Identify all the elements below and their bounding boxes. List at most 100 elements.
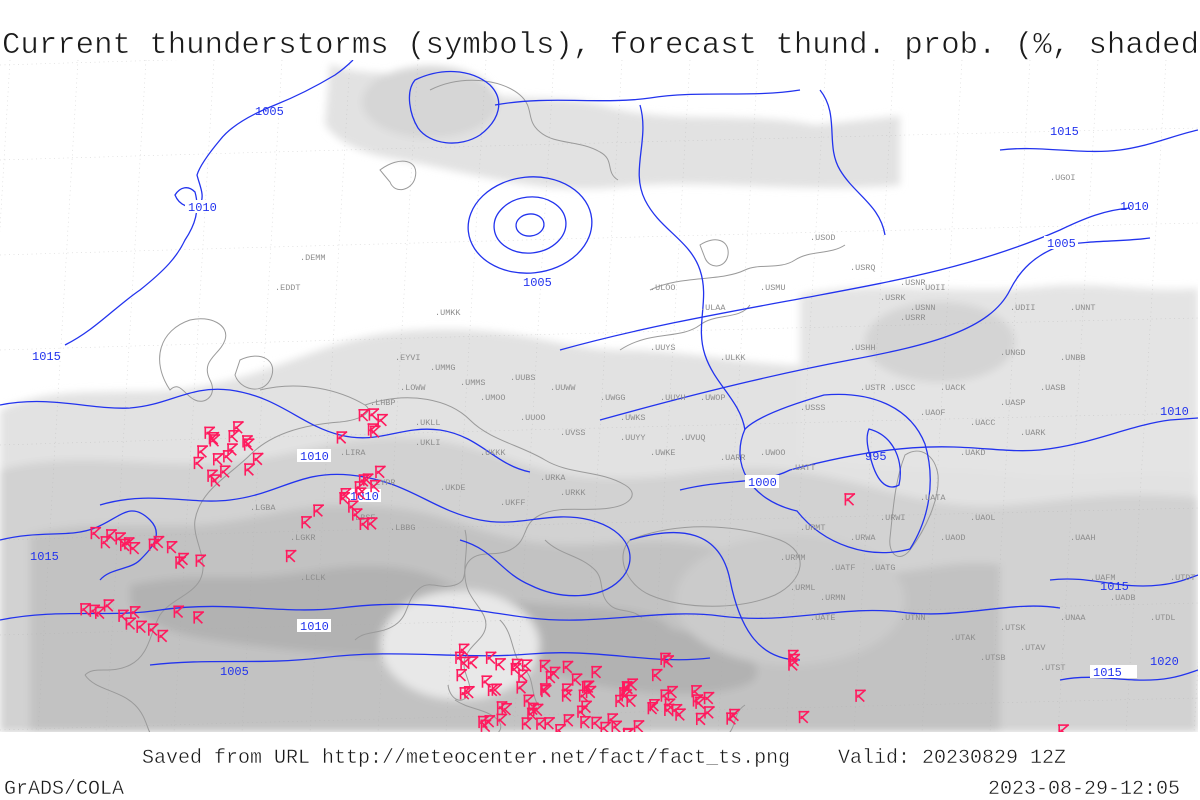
svg-text:.LHBP: .LHBP — [370, 398, 396, 408]
svg-text:.UARR: .UARR — [720, 453, 746, 463]
svg-text:.UATG: .UATG — [870, 563, 896, 573]
svg-text:.UUYH: .UUYH — [660, 393, 686, 403]
svg-text:.UKLL: .UKLL — [415, 418, 441, 428]
svg-text:.LGKR: .LGKR — [290, 533, 316, 543]
svg-text:.USOD: .USOD — [810, 233, 836, 243]
svg-text:.URMN: .URMN — [820, 593, 846, 603]
svg-text:.ULOO: .ULOO — [650, 283, 676, 293]
svg-text:.UATF: .UATF — [830, 563, 856, 573]
svg-text:1005: 1005 — [255, 105, 284, 119]
svg-text:.UAFM: .UAFM — [1090, 573, 1116, 583]
svg-text:.LBBG: .LBBG — [390, 523, 416, 533]
svg-text:.UTDT: .UTDT — [1170, 573, 1196, 583]
svg-text:.UGOI: .UGOI — [1050, 173, 1076, 183]
svg-text:.USRK: .USRK — [880, 293, 906, 303]
svg-text:1010: 1010 — [1160, 405, 1189, 419]
svg-text:.UUYY: .UUYY — [620, 433, 646, 443]
svg-text:.URML: .URML — [790, 583, 816, 593]
svg-text:.UWGG: .UWGG — [600, 393, 626, 403]
svg-text:.USMU: .USMU — [760, 283, 786, 293]
svg-text:.URKK: .URKK — [560, 488, 586, 498]
svg-text:.UNGD: .UNGD — [1000, 348, 1026, 358]
svg-text:.UAOD: .UAOD — [940, 533, 966, 543]
svg-text:.UAAH: .UAAH — [1070, 533, 1096, 543]
svg-text:.LOWW: .LOWW — [400, 383, 426, 393]
svg-text:.UASP: .UASP — [1000, 398, 1026, 408]
svg-text:.UMKK: .UMKK — [435, 308, 461, 318]
svg-text:1005: 1005 — [220, 665, 249, 679]
svg-text:1020: 1020 — [1150, 655, 1179, 669]
svg-text:.UKKK: .UKKK — [480, 448, 506, 458]
svg-text:1000: 1000 — [748, 476, 777, 490]
svg-text:1015: 1015 — [1093, 666, 1122, 680]
svg-text:.UTST: .UTST — [1040, 663, 1066, 673]
svg-text:.UAKD: .UAKD — [960, 448, 986, 458]
svg-text:.UACC: .UACC — [970, 418, 996, 428]
svg-text:.LIRA: .LIRA — [340, 448, 366, 458]
svg-text:.URMT: .URMT — [800, 523, 826, 533]
svg-text:.UADB: .UADB — [1110, 593, 1136, 603]
svg-text:.UKFF: .UKFF — [500, 498, 526, 508]
svg-text:.UDII: .UDII — [1010, 303, 1036, 313]
svg-text:.UTAV: .UTAV — [1020, 643, 1046, 653]
svg-text:.UVUQ: .UVUQ — [680, 433, 706, 443]
svg-text:.UACK: .UACK — [940, 383, 966, 393]
svg-text:.USSS: .USSS — [800, 403, 826, 413]
svg-text:995: 995 — [865, 450, 887, 464]
svg-text:.URWI: .URWI — [880, 513, 906, 523]
svg-text:1010: 1010 — [300, 450, 329, 464]
svg-text:.UASB: .UASB — [1040, 383, 1066, 393]
svg-text:.UKLI: .UKLI — [415, 438, 441, 448]
svg-text:.UATA: .UATA — [920, 493, 946, 503]
svg-text:.UWOO: .UWOO — [760, 448, 786, 458]
svg-text:.UTSK: .UTSK — [1000, 623, 1026, 633]
svg-text:.EYVI: .EYVI — [395, 353, 421, 363]
svg-text:.USCC: .USCC — [890, 383, 916, 393]
svg-text:1010: 1010 — [1120, 200, 1149, 214]
svg-text:.URKA: .URKA — [540, 473, 566, 483]
svg-text:.UATE: .UATE — [810, 613, 836, 623]
svg-text:.UARK: .UARK — [1020, 428, 1046, 438]
svg-text:.ULAA: .ULAA — [700, 303, 726, 313]
svg-text:1010: 1010 — [188, 201, 217, 215]
svg-text:.UWKE: .UWKE — [650, 448, 676, 458]
svg-text:.UOII: .UOII — [920, 283, 946, 293]
svg-text:.UNNT: .UNNT — [1070, 303, 1096, 313]
svg-text:.UTNN: .UTNN — [900, 613, 926, 623]
svg-text:.UMMS: .UMMS — [460, 378, 486, 388]
svg-text:.LCLK: .LCLK — [300, 573, 326, 583]
svg-text:.URMM: .URMM — [780, 553, 806, 563]
svg-text:.UUWW: .UUWW — [550, 383, 576, 393]
svg-text:.UATT: .UATT — [790, 463, 816, 473]
svg-text:.UNBB: .UNBB — [1060, 353, 1086, 363]
svg-text:.USNN: .USNN — [910, 303, 936, 313]
svg-text:.URWA: .URWA — [850, 533, 876, 543]
svg-text:1005: 1005 — [1047, 237, 1076, 251]
svg-text:1015: 1015 — [32, 350, 61, 364]
svg-text:.UUOO: .UUOO — [520, 413, 546, 423]
svg-text:.UTSB: .UTSB — [980, 653, 1006, 663]
svg-text:.UNAA: .UNAA — [1060, 613, 1086, 623]
svg-text:1005: 1005 — [523, 276, 552, 290]
svg-text:.EDDT: .EDDT — [275, 283, 301, 293]
svg-text:1015: 1015 — [1050, 125, 1079, 139]
svg-text:.UTAK: .UTAK — [950, 633, 976, 643]
svg-text:.UWKS: .UWKS — [620, 413, 646, 423]
svg-text:.UAOL: .UAOL — [970, 513, 996, 523]
svg-text:1015: 1015 — [30, 550, 59, 564]
svg-text:.LGBA: .LGBA — [250, 503, 276, 513]
svg-text:.USRR: .USRR — [900, 313, 926, 323]
svg-text:.UAOF: .UAOF — [920, 408, 946, 418]
svg-text:.UVSS: .UVSS — [560, 428, 586, 438]
svg-text:.UKDE: .UKDE — [440, 483, 466, 493]
svg-text:.UMMG: .UMMG — [430, 363, 456, 373]
svg-text:.USHH: .USHH — [850, 343, 876, 353]
svg-text:.UWOP: .UWOP — [700, 393, 726, 403]
svg-text:1010: 1010 — [300, 620, 329, 634]
svg-text:.UMOO: .UMOO — [480, 393, 506, 403]
svg-text:.UUYS: .UUYS — [650, 343, 676, 353]
svg-text:.ULKK: .ULKK — [720, 353, 746, 363]
svg-text:.DEMM: .DEMM — [300, 253, 326, 263]
svg-text:.UTDL: .UTDL — [1150, 613, 1176, 623]
svg-text:.USTR: .USTR — [860, 383, 886, 393]
